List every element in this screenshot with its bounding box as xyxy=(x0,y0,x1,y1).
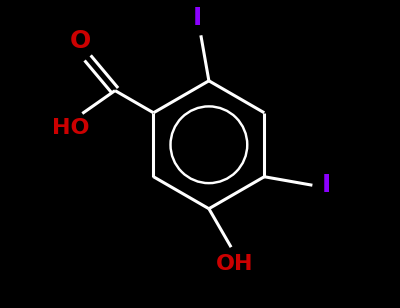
Text: I: I xyxy=(321,173,330,197)
Text: HO: HO xyxy=(52,118,90,138)
Text: OH: OH xyxy=(216,254,253,274)
Text: O: O xyxy=(70,29,91,53)
Text: I: I xyxy=(193,6,202,30)
